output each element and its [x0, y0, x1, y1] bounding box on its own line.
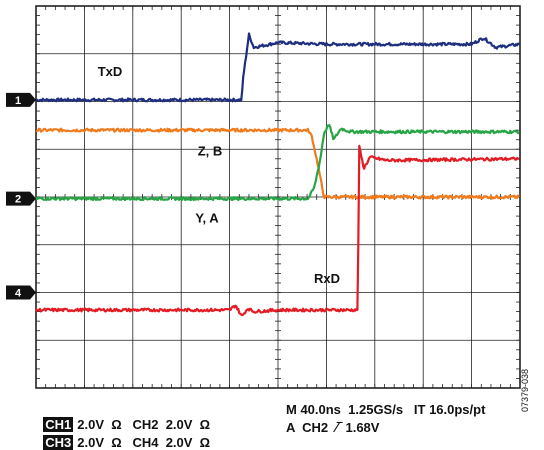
ch3-settings: 2.0V Ω CH4 2.0V Ω: [77, 435, 211, 450]
trace-txd: [35, 32, 520, 103]
ch1-tag: CH1: [43, 417, 74, 432]
channel-marker-label-1: 1: [15, 95, 21, 107]
trace-y-a: [35, 123, 520, 202]
channel-marker-layer: 1 2 4: [6, 92, 36, 300]
trace-label-txd: TxD: [98, 64, 123, 79]
timebase-readout: M 40.0ns 1.25GS/s IT 16.0ps/pt: [286, 402, 486, 417]
trace-layer: [34, 32, 520, 317]
status-row-1: CH1 2.0V Ω CH2 2.0V Ω: [36, 402, 210, 432]
trace-label-z-b: Z, B: [198, 144, 223, 159]
trace-label-rxd: RxD: [314, 271, 340, 286]
ch1-settings: 2.0V Ω CH2 2.0V Ω: [77, 417, 211, 432]
ch3-tag: CH3: [43, 435, 74, 450]
channel-marker-2: [6, 191, 36, 206]
status-row-2: CH3 2.0V Ω CH4 2.0V Ω: [36, 420, 210, 450]
trace-rxd: [34, 144, 520, 317]
trace-label-y-a: Y, A: [195, 210, 219, 225]
trace-label-layer: TxD Z, B Y, A RxD: [98, 64, 340, 286]
trace-z-b: [35, 127, 520, 200]
channel-marker-label-2: 2: [15, 194, 21, 206]
channel-marker-1: [6, 92, 36, 107]
channel-marker-label-4: 4: [15, 288, 22, 300]
figure-id: 07379-038: [520, 368, 530, 412]
channel-marker-4: [6, 285, 36, 300]
trigger-readout: A CH2 ∕‾ 1.68V: [286, 420, 380, 435]
